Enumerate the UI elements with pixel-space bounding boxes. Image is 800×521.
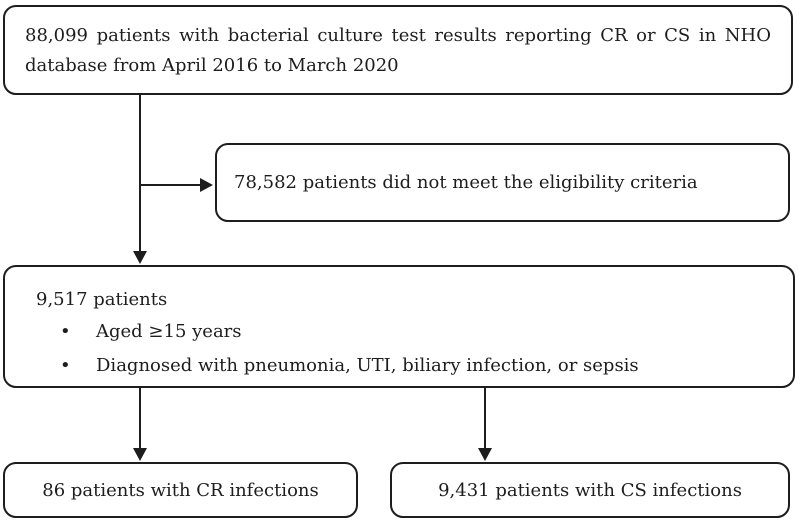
cr-infections-text: 86 patients with CR infections <box>42 479 319 501</box>
eligibility-criterion-age: • Aged ≥15 years <box>5 315 793 349</box>
bullet-icon: • <box>60 321 71 342</box>
cr-infections-box: 86 patients with CR infections <box>3 462 358 518</box>
connector-branch-to-excluded <box>140 183 200 187</box>
excluded-patients-box: 78,582 patients did not meet the eligibi… <box>215 143 790 222</box>
connector-eligible-to-cs <box>483 388 487 448</box>
eligible-cohort-box: 9,517 patients • Aged ≥15 years • Diagno… <box>3 265 795 388</box>
eligibility-criterion-age-text: Aged ≥15 years <box>96 321 242 342</box>
connector-source-to-eligible <box>138 95 142 251</box>
excluded-patients-text: 78,582 patients did not meet the eligibi… <box>234 172 698 193</box>
source-population-box: 88,099 patients with bacterial culture t… <box>3 5 793 95</box>
arrowhead-right-icon <box>200 178 213 192</box>
arrowhead-down-icon <box>133 448 147 461</box>
source-population-line2: database from April 2016 to March 2020 <box>25 55 399 76</box>
connector-eligible-to-cr <box>138 388 142 448</box>
eligible-cohort-title: 9,517 patients <box>36 289 168 310</box>
bullet-icon: • <box>60 355 71 376</box>
eligibility-criterion-diagnosis-text: Diagnosed with pneumonia, UTI, biliary i… <box>96 355 639 376</box>
cs-infections-box: 9,431 patients with CS infections <box>390 462 790 518</box>
arrowhead-down-icon <box>133 251 147 264</box>
arrowhead-down-icon <box>478 448 492 461</box>
source-population-line1: 88,099 patients with bacterial culture t… <box>25 25 771 46</box>
eligibility-criterion-diagnosis: • Diagnosed with pneumonia, UTI, biliary… <box>5 349 793 383</box>
cs-infections-text: 9,431 patients with CS infections <box>438 479 742 501</box>
